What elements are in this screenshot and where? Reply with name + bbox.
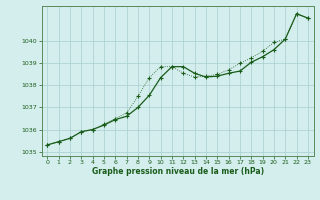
X-axis label: Graphe pression niveau de la mer (hPa): Graphe pression niveau de la mer (hPa): [92, 167, 264, 176]
